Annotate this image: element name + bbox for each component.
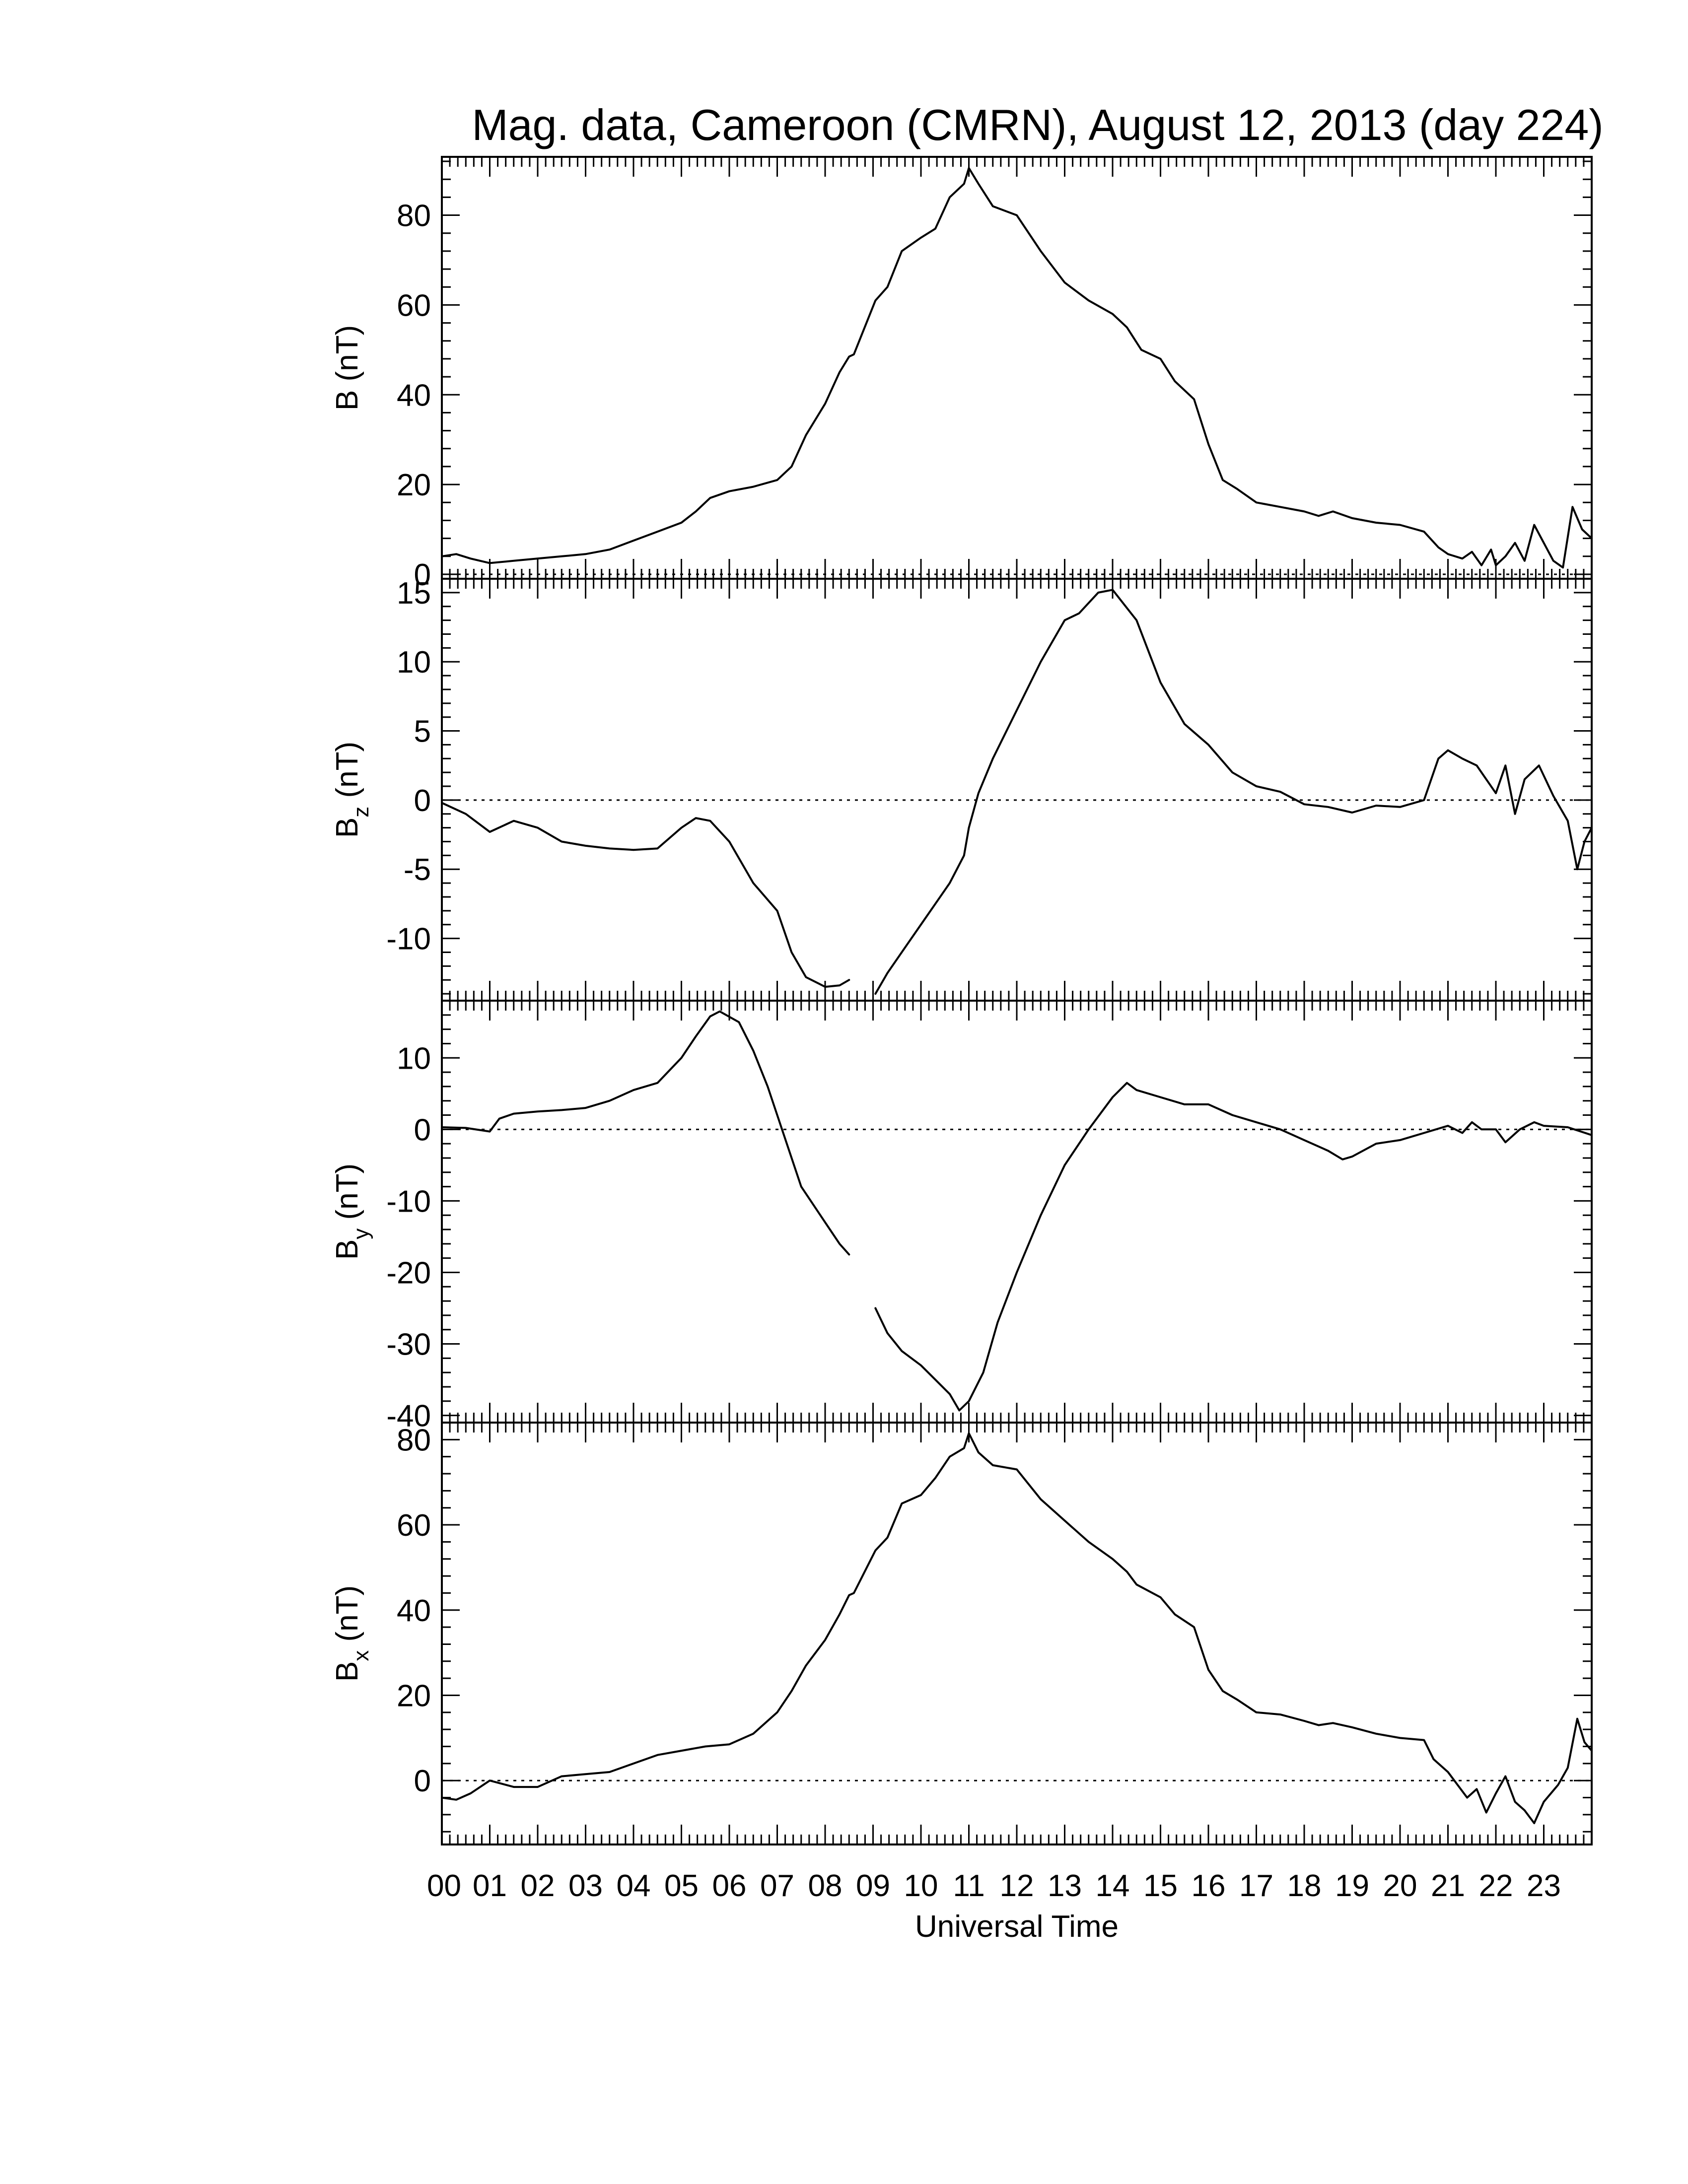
panel-Bz: -10 -5 0 5 10 15 Bz (nT) [330, 576, 1593, 1002]
x-tick-label: 22 [1479, 1869, 1513, 1903]
y-tick-label: 0 [414, 784, 431, 818]
x-tick-label: 06 [712, 1869, 747, 1903]
y-tick-label: 80 [397, 1423, 431, 1457]
y-tick-label: 20 [397, 1679, 431, 1713]
y-tick-label: 10 [397, 1041, 431, 1076]
x-tick-label: 14 [1096, 1869, 1130, 1903]
y-tick-label: 20 [397, 468, 431, 502]
y-axis-label-unit: (nT) [330, 742, 364, 807]
x-tick-label: 07 [760, 1869, 794, 1903]
chart-title: Mag. data, Cameroon (CMRN), August 12, 2… [472, 100, 1603, 149]
x-tick-label: 20 [1383, 1869, 1417, 1903]
y-axis-label-Bx: Bx (nT) [330, 1585, 373, 1682]
y-axis-label-unit: (nT) [330, 1163, 364, 1228]
x-tick-label: 09 [856, 1869, 890, 1903]
y-axis-label-main: B [330, 1661, 364, 1682]
series-Bx-segment-1 [441, 1432, 1593, 1825]
y-tick-label: 0 [414, 1764, 431, 1798]
y-tick-label: 40 [397, 1594, 431, 1628]
x-tick-label: 21 [1431, 1869, 1465, 1903]
y-tick-label: -20 [386, 1256, 431, 1290]
y-tick-label: 40 [397, 378, 431, 412]
panel-frame [441, 578, 1593, 1002]
series-By-segment-1 [441, 1010, 850, 1256]
x-tick-label: 12 [1000, 1869, 1034, 1903]
panel-frame [441, 156, 1593, 580]
x-tick-label: 15 [1143, 1869, 1178, 1903]
x-tick-label: 19 [1335, 1869, 1369, 1903]
panel-B: 0 20 40 60 80 B (nT) [330, 156, 1593, 592]
y-tick-label: -40 [386, 1399, 431, 1433]
panel-Bx: 0 20 40 60 80 Bx (nT) [330, 1422, 1593, 1845]
x-tick-label: 18 [1287, 1869, 1322, 1903]
x-tick-label: 10 [904, 1869, 938, 1903]
y-tick-label: 60 [397, 288, 431, 323]
y-axis-label-unit: (nT) [330, 325, 364, 390]
y-tick-label: 0 [414, 1113, 431, 1147]
x-axis-label: Universal Time [915, 1910, 1119, 1944]
series-B-segment-1 [441, 167, 1593, 569]
y-axis-label-main: B [330, 1239, 364, 1260]
y-tick-label: 80 [397, 199, 431, 233]
y-tick-label: 60 [397, 1508, 431, 1543]
x-tick-label: 16 [1192, 1869, 1226, 1903]
y-tick-label: 15 [397, 576, 431, 611]
y-axis-label-unit: (nT) [330, 1585, 364, 1650]
y-tick-label: 5 [414, 715, 431, 749]
y-tick-label: -30 [386, 1328, 431, 1362]
y-axis-label-main: B [330, 390, 364, 410]
series-Bz-segment-1 [441, 802, 850, 988]
y-tick-label: -10 [386, 922, 431, 956]
series-By-segment-2 [874, 1082, 1593, 1412]
x-tick-label: 13 [1048, 1869, 1082, 1903]
x-tick-label: 05 [664, 1869, 699, 1903]
x-tick-label: 01 [473, 1869, 507, 1903]
x-tick-labels: 00 01 02 03 04 05 06 07 08 09 10 11 12 13 14 15 16 17 18 19… [427, 1869, 1561, 1903]
y-tick-label: 0 [414, 558, 431, 592]
panel-frame [441, 1000, 1593, 1424]
y-tick-label: 10 [397, 645, 431, 680]
y-tick-label: -5 [404, 853, 431, 887]
panel-By: -40 -30 -20 -10 0 10 By (nT) [330, 1000, 1593, 1433]
x-tick-label: 08 [808, 1869, 843, 1903]
x-tick-label: 00 [427, 1869, 461, 1903]
series-Bz-segment-2 [874, 589, 1593, 995]
x-tick-label: 02 [521, 1869, 555, 1903]
y-axis-label-Bz: Bz (nT) [330, 742, 373, 838]
x-tick-label: 03 [568, 1869, 603, 1903]
y-axis-label-subscript: z [349, 807, 373, 818]
x-tick-label: 11 [953, 1869, 985, 1903]
panel-frame [441, 1422, 1593, 1845]
x-tick-label: 17 [1239, 1869, 1273, 1903]
y-axis-label-subscript: y [349, 1228, 373, 1239]
y-axis-label-By: By (nT) [330, 1163, 373, 1260]
y-tick-label: -10 [386, 1184, 431, 1219]
x-tick-label: 23 [1527, 1869, 1561, 1903]
y-axis-label-main: B [330, 818, 364, 838]
y-axis-label-B: B (nT) [330, 325, 364, 410]
y-axis-label-subscript: x [349, 1650, 373, 1661]
x-tick-label: 04 [617, 1869, 651, 1903]
